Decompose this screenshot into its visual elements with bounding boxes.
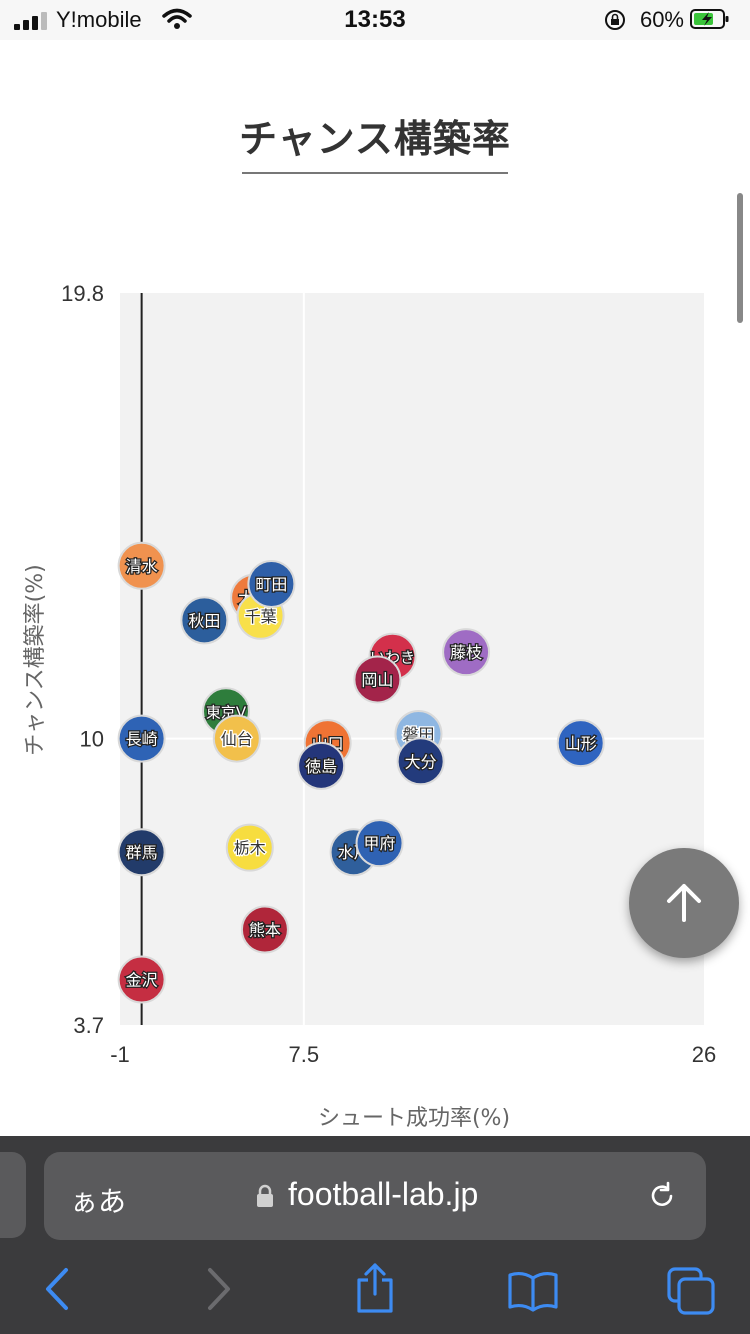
data-point-marker <box>353 655 402 704</box>
y-tick-label: 19.8 <box>61 281 104 306</box>
data-point-marker <box>297 741 346 790</box>
data-point-label: 岡山 <box>361 670 393 689</box>
battery-charging-icon <box>690 9 729 29</box>
data-point-label: 清水 <box>126 557 158 576</box>
data-point-label: 山形 <box>565 734 597 753</box>
data-point-label: 千葉 <box>245 607 277 626</box>
lock-icon <box>257 1184 273 1207</box>
data-point-label: 栃木 <box>234 839 266 858</box>
x-tick-label: 7.5 <box>289 1042 320 1067</box>
scroll-to-top-button[interactable] <box>629 848 739 958</box>
data-point-marker <box>180 596 229 645</box>
data-point-label: 金沢 <box>126 971 158 990</box>
data-point-marker <box>556 719 605 768</box>
battery-percent: 60% <box>639 7 684 32</box>
data-point: 大分 <box>396 737 445 786</box>
data-point: 仙台 <box>212 714 261 763</box>
y-tick-label: 10 <box>80 727 104 752</box>
back-icon[interactable] <box>40 1266 76 1312</box>
data-point: 岡山 <box>353 655 402 704</box>
data-point-marker <box>396 737 445 786</box>
arrow-up-icon <box>667 884 701 922</box>
data-point-marker <box>247 559 296 608</box>
data-point: 金沢 <box>117 955 166 1004</box>
cellular-signal-icon <box>14 12 48 30</box>
data-point: 群馬 <box>117 828 166 877</box>
tabs-icon[interactable] <box>666 1266 716 1316</box>
wifi-icon <box>162 8 192 29</box>
title-underline <box>242 172 508 174</box>
data-point-marker <box>212 714 261 763</box>
data-point: 熊本 <box>240 905 289 954</box>
data-point: 秋田 <box>180 596 229 645</box>
carrier-name: Y!mobile <box>56 7 142 32</box>
address-bar[interactable] <box>44 1152 706 1240</box>
url-text[interactable]: football-lab.jp <box>288 1176 479 1212</box>
data-point-marker <box>355 819 404 868</box>
scatter-chart: 19.8103.7-17.526シュート成功率(%)チャンス構築率(%)清水大宮… <box>23 281 716 1131</box>
orientation-lock-icon <box>605 10 625 30</box>
x-tick-label: 26 <box>692 1042 716 1067</box>
data-point-marker <box>117 828 166 877</box>
data-point-label: 仙台 <box>221 730 253 749</box>
data-point-label: 大分 <box>405 752 437 771</box>
data-point: 清水 <box>117 541 166 590</box>
data-point-label: 町田 <box>255 575 287 594</box>
status-time: 13:53 <box>344 6 406 33</box>
data-point-label: 藤枝 <box>450 643 482 662</box>
data-point-marker <box>240 905 289 954</box>
data-point-marker <box>117 714 166 763</box>
data-point: 山形 <box>556 719 605 768</box>
x-tick-label: -1 <box>110 1042 130 1067</box>
data-point: 徳島 <box>297 741 346 790</box>
data-point-label: 秋田 <box>188 611 220 630</box>
data-point-label: 徳島 <box>305 757 337 776</box>
data-point: 栃木 <box>225 823 274 872</box>
data-point-marker <box>117 541 166 590</box>
data-point-label: 長崎 <box>126 730 158 749</box>
x-axis-label: シュート成功率(%) <box>318 1106 510 1131</box>
data-point-label: 熊本 <box>249 921 281 940</box>
reload-icon[interactable] <box>644 1178 680 1214</box>
page-title: チャンス構築率 <box>239 119 511 161</box>
data-point: 藤枝 <box>442 628 491 677</box>
data-point-marker <box>442 628 491 677</box>
data-point: 長崎 <box>117 714 166 763</box>
data-point-label: 甲府 <box>364 834 396 853</box>
page-settings-button[interactable]: ぁあ <box>70 1186 127 1217</box>
status-bar: Y!mobile 13:53 60% <box>0 0 750 40</box>
y-axis-label: チャンス構築率(%) <box>23 564 48 755</box>
y-tick-label: 3.7 <box>73 1013 104 1038</box>
previous-tab-preview[interactable] <box>0 1152 26 1238</box>
scrollbar[interactable] <box>737 193 743 323</box>
forward-icon[interactable] <box>200 1266 236 1312</box>
data-point-marker <box>225 823 274 872</box>
bookmarks-icon[interactable] <box>507 1270 559 1312</box>
share-icon[interactable] <box>354 1262 396 1314</box>
data-point: 町田 <box>247 559 296 608</box>
data-point: 甲府 <box>355 819 404 868</box>
data-point-marker <box>117 955 166 1004</box>
data-point-label: 群馬 <box>126 843 158 862</box>
